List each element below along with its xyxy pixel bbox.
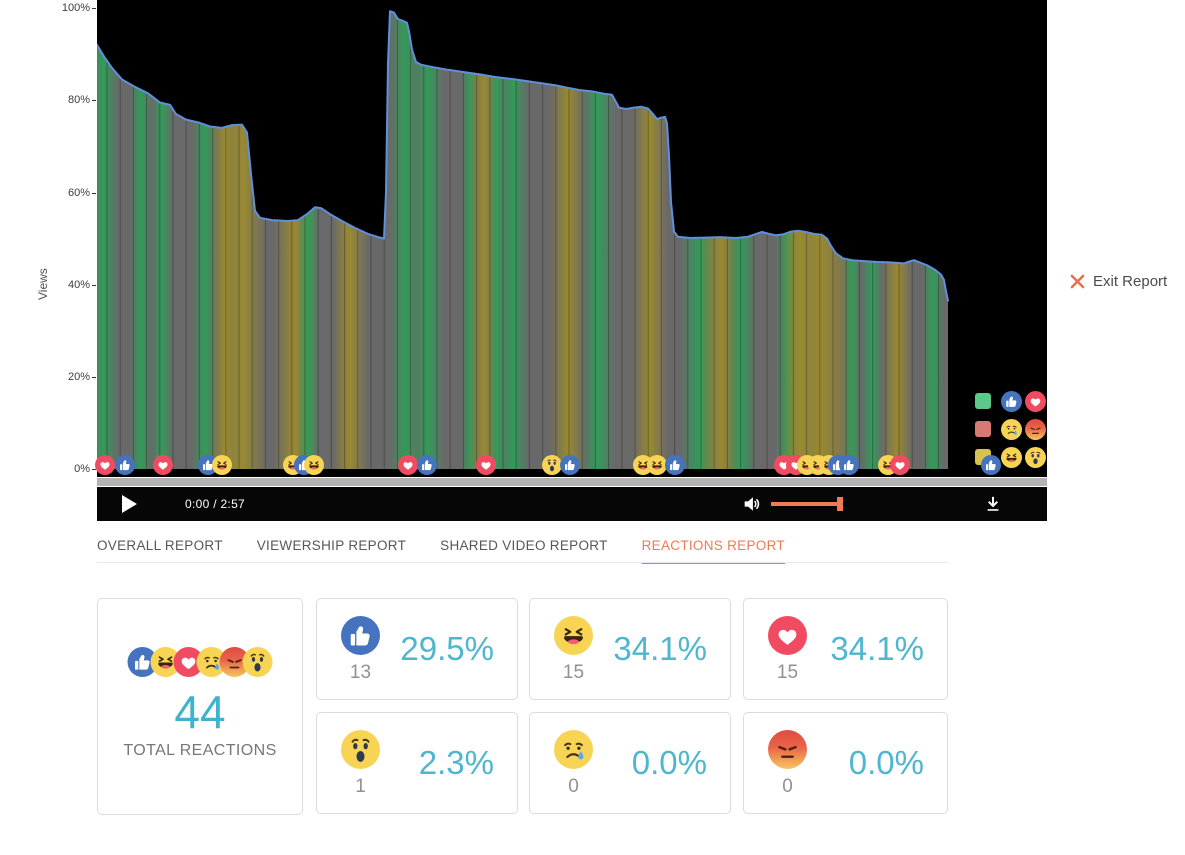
reaction-marker-like[interactable] <box>417 455 437 475</box>
like-card: 13 29.5% <box>316 598 518 700</box>
total-reactions-card: 44 TOTAL REACTIONS <box>97 598 303 815</box>
total-reactions-label: TOTAL REACTIONS <box>123 742 277 759</box>
haha-count: 15 <box>562 662 585 683</box>
love-card: 15 34.1% <box>743 598 948 700</box>
angry-card: 0 0.0% <box>743 712 948 814</box>
reaction-marker-like[interactable] <box>839 455 859 475</box>
sad-icon <box>554 730 593 769</box>
reaction-marker-love[interactable] <box>95 455 115 475</box>
reaction-marker-love[interactable] <box>153 455 173 475</box>
sad-icon <box>196 647 227 677</box>
y-tick-80: 80% <box>67 94 90 106</box>
angry-percent: 0.0% <box>848 744 924 781</box>
total-reactions-count: 44 <box>174 686 226 738</box>
wow-card: 1 2.3% <box>316 712 518 814</box>
views-chart[interactable] <box>95 0 1047 477</box>
reaction-marker-like[interactable] <box>115 455 135 475</box>
like-count: 13 <box>349 662 372 683</box>
sad-count: 0 <box>568 776 579 797</box>
love-icon <box>173 647 204 677</box>
reaction-marker-haha[interactable] <box>212 455 232 475</box>
tab-reactions-report[interactable]: REACTIONS REPORT <box>641 538 785 564</box>
player-controls: 0:00 / 2:57 <box>97 487 1047 521</box>
legend-love-icon <box>1025 391 1046 412</box>
views-area-chart <box>97 10 949 469</box>
y-tickmark <box>92 100 96 101</box>
reaction-marker-wow[interactable] <box>542 455 562 475</box>
y-tickmark <box>92 193 96 194</box>
y-tickmark <box>92 469 96 470</box>
angry-count: 0 <box>782 776 793 797</box>
legend-like-icon <box>1001 391 1022 412</box>
wow-percent: 2.3% <box>418 744 494 781</box>
tab-shared-video-report[interactable]: SHARED VIDEO REPORT <box>440 538 608 553</box>
like-icon <box>127 647 158 677</box>
wow-icon <box>242 647 273 677</box>
reaction-marker-haha[interactable] <box>304 455 324 475</box>
reaction-marker-love[interactable] <box>398 455 418 475</box>
reaction-marker-haha[interactable] <box>647 455 667 475</box>
love-count: 15 <box>776 662 799 683</box>
legend-wow-icon <box>1025 447 1046 468</box>
seek-bar[interactable] <box>97 478 1047 486</box>
exit-report-button[interactable]: Exit Report <box>1070 273 1167 290</box>
y-tickmark <box>92 285 96 286</box>
legend-haha-icon <box>1001 447 1022 468</box>
angry-icon <box>768 730 807 769</box>
reaction-marker-like[interactable] <box>198 455 218 475</box>
tab-overall-report[interactable]: OVERALL REPORT <box>97 538 223 553</box>
tab-viewership-report[interactable]: VIEWERSHIP REPORT <box>256 538 407 553</box>
legend-angry-icon <box>1025 419 1046 440</box>
exit-report-label: Exit Report <box>1093 273 1168 290</box>
sad-percent: 0.0% <box>631 744 707 781</box>
wow-count: 1 <box>355 776 366 797</box>
y-tick-60: 60% <box>67 187 90 199</box>
report-tabs: OVERALL REPORT VIEWERSHIP REPORT SHARED … <box>97 538 785 564</box>
volume-icon[interactable] <box>741 493 763 515</box>
reaction-marker-haha[interactable] <box>633 455 653 475</box>
y-tick-40: 40% <box>67 279 90 291</box>
y-tick-100: 100% <box>61 2 90 14</box>
haha-card: 15 34.1% <box>529 598 731 700</box>
like-icon <box>341 616 380 655</box>
reaction-emoji-cluster <box>127 647 273 677</box>
close-x-icon <box>1070 274 1085 289</box>
y-tick-20: 20% <box>67 371 90 383</box>
love-icon <box>768 616 807 655</box>
download-icon[interactable] <box>983 494 1003 514</box>
haha-icon <box>150 647 181 677</box>
like-percent: 29.5% <box>400 630 494 667</box>
legend-badge-like-icon <box>981 455 1001 475</box>
reaction-marker-like[interactable] <box>560 455 580 475</box>
love-percent: 34.1% <box>830 630 924 667</box>
legend-swatch-red <box>975 421 991 437</box>
legend-sad-icon <box>1001 419 1022 440</box>
chart-legend <box>975 391 1147 475</box>
play-icon[interactable] <box>122 495 137 513</box>
haha-icon <box>554 616 593 655</box>
reaction-marker-like[interactable] <box>665 455 685 475</box>
angry-icon <box>219 647 250 677</box>
legend-swatch-green <box>975 393 991 409</box>
y-tickmark <box>92 377 96 378</box>
volume-slider-handle[interactable] <box>837 497 843 511</box>
reaction-marker-love[interactable] <box>476 455 496 475</box>
y-tickmark <box>92 8 96 9</box>
wow-icon <box>341 730 380 769</box>
y-axis-title: Views <box>36 268 50 300</box>
sad-card: 0 0.0% <box>529 712 731 814</box>
y-tick-0: 0% <box>74 463 90 475</box>
tabs-divider <box>97 562 948 563</box>
haha-percent: 34.1% <box>613 630 707 667</box>
volume-slider-track[interactable] <box>771 502 839 506</box>
reaction-marker-love[interactable] <box>890 455 910 475</box>
time-display: 0:00 / 2:57 <box>185 497 246 511</box>
